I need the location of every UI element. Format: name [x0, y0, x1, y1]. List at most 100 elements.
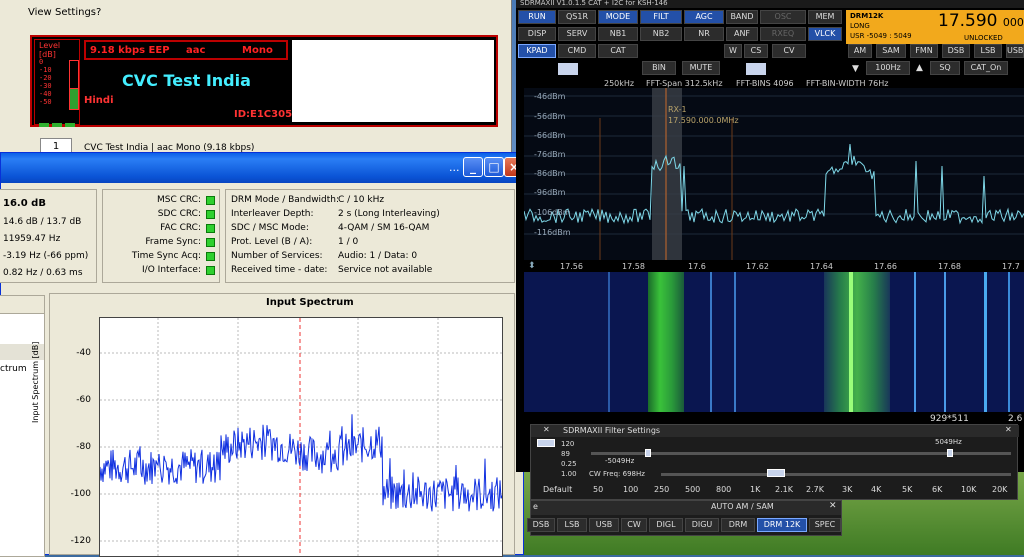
chevron-down-icon[interactable]: ▼ [852, 64, 859, 74]
bw-preset[interactable]: 800 [716, 485, 732, 494]
cs-button[interactable]: CS [744, 44, 768, 58]
nb2-button[interactable]: NB2 [640, 27, 682, 41]
serv-button[interactable]: SERV [558, 27, 596, 41]
waterfall[interactable] [524, 272, 1024, 412]
nb1-button[interactable]: NB1 [598, 27, 638, 41]
mode-fmn-button[interactable]: FMN [910, 44, 938, 58]
band-button[interactable]: BAND [726, 10, 758, 24]
run-button[interactable]: RUN [518, 10, 556, 24]
rx-passband [652, 88, 682, 260]
zoom-updown-icon[interactable]: ⬍ [528, 261, 536, 271]
cw-knob[interactable] [767, 469, 785, 477]
fac-crc-led [206, 224, 215, 233]
bw-preset[interactable]: 6K [932, 485, 943, 494]
qs1r-button[interactable]: QS1R [558, 10, 596, 24]
mode-sam-button[interactable]: SAM [876, 44, 906, 58]
step-button[interactable]: 100Hz [866, 61, 910, 75]
menu-bar: View Settings ? [0, 5, 512, 21]
db-label: -66dBm [534, 131, 566, 140]
lsb-button[interactable]: LSB [557, 518, 587, 532]
bw-preset[interactable]: 500 [685, 485, 701, 494]
param-label: DRM Mode / Bandwidth: [231, 195, 340, 205]
cat-on-button[interactable]: CAT_On [964, 61, 1008, 75]
mode-am-button[interactable]: AM [848, 44, 872, 58]
crc-label-sdc: SDC CRC: [157, 209, 201, 219]
drm-button[interactable]: DRM [721, 518, 755, 532]
bw-preset[interactable]: 2.7K [806, 485, 824, 494]
sdr-spectrum[interactable]: -46dBm -56dBm -66dBm -76dBm -86dBm -96dB… [524, 88, 1024, 260]
filter-val: 1.00 [561, 470, 577, 478]
low-cut-knob[interactable] [645, 449, 651, 457]
cat-button[interactable]: CAT [598, 44, 638, 58]
bw-preset[interactable]: 4K [871, 485, 882, 494]
menu-settings[interactable]: Settings [55, 7, 97, 18]
rxeq-button[interactable]: RXEQ [760, 27, 806, 41]
cv-button[interactable]: CV [772, 44, 806, 58]
language-label: Hindi [84, 95, 114, 106]
close-icon[interactable]: ✕ [1005, 425, 1012, 434]
more-icon[interactable]: ... [449, 161, 460, 174]
param-label: Number of Services: [231, 251, 323, 261]
bw-preset[interactable]: 10K [961, 485, 977, 494]
close-icon[interactable]: ✕ [543, 425, 550, 434]
osc-button[interactable]: OSC [760, 10, 806, 24]
minimize-button[interactable]: _ [463, 157, 483, 177]
digl-button[interactable]: DIGL [649, 518, 683, 532]
span-slider-knob[interactable] [558, 63, 578, 75]
menu-help[interactable]: ? [96, 7, 102, 18]
bw-preset[interactable]: 5K [902, 485, 913, 494]
menu-view[interactable]: View [28, 7, 52, 18]
mode-usb-button[interactable]: USB [1006, 44, 1024, 58]
usb-button[interactable]: USB [589, 518, 619, 532]
bw-preset[interactable]: 2.1K [775, 485, 793, 494]
bw-preset[interactable]: 50 [593, 485, 604, 494]
evaluation-window: ... _ □ × 16.0 dB 14.6 dB / 13.7 dB 1195… [0, 152, 524, 557]
mode-button[interactable]: MODE [598, 10, 638, 24]
sq-button[interactable]: SQ [930, 61, 960, 75]
kpad-button[interactable]: KPAD [518, 44, 556, 58]
db-label: -116dBm [534, 228, 571, 237]
param-value: 1 / 0 [338, 237, 359, 247]
dsb-button[interactable]: DSB [527, 518, 555, 532]
digu-button[interactable]: DIGU [685, 518, 719, 532]
vlck-button[interactable]: VLCK [808, 27, 842, 41]
chevron-up-icon[interactable]: ▲ [916, 63, 923, 73]
maximize-button[interactable]: □ [484, 157, 504, 177]
agc-button[interactable]: AGC [684, 10, 724, 24]
frequency-display[interactable]: 17.590 000. [938, 11, 1024, 31]
cw-freq-label: CW Freq: 698Hz [589, 470, 645, 478]
db-label: -76dBm [534, 150, 566, 159]
gain-slider-knob[interactable] [746, 63, 766, 75]
mute-button[interactable]: MUTE [682, 61, 720, 75]
mode-lsb-button[interactable]: LSB [974, 44, 1002, 58]
nr-button[interactable]: NR [684, 27, 724, 41]
bin-button[interactable]: BIN [642, 61, 676, 75]
list-item[interactable]: ctrum [0, 364, 27, 374]
sample-offset-value: 11959.47 Hz [3, 234, 61, 244]
drm12k-button[interactable]: DRM 12K [757, 518, 807, 532]
bw-preset[interactable]: 3K [842, 485, 853, 494]
db-label: -86dBm [534, 169, 566, 178]
cw-slider[interactable] [661, 473, 1011, 476]
spec-button[interactable]: SPEC [809, 518, 841, 532]
cmd-button[interactable]: CMD [558, 44, 596, 58]
disp-button[interactable]: DISP [518, 27, 556, 41]
w-button[interactable]: W [724, 44, 742, 58]
bw-preset[interactable]: 1K [750, 485, 761, 494]
mode-title-bar: e AUTO AM / SAM ✕ [531, 501, 841, 515]
filter-slider[interactable] [591, 452, 1011, 455]
mode-dsb-button[interactable]: DSB [942, 44, 970, 58]
mem-button[interactable]: MEM [808, 10, 842, 24]
filt-button[interactable]: FILT [640, 10, 682, 24]
bw-preset[interactable]: 20K [992, 485, 1008, 494]
close-icon[interactable]: ✕ [829, 501, 837, 511]
bw-preset[interactable]: 250 [654, 485, 670, 494]
fft-bins: FFT-BINS 4096 [736, 79, 794, 88]
anf-button[interactable]: ANF [726, 27, 758, 41]
bw-preset[interactable]: Default [543, 485, 573, 494]
filter-knob[interactable] [537, 439, 555, 447]
bw-preset[interactable]: 100 [623, 485, 639, 494]
cw-button[interactable]: CW [621, 518, 647, 532]
high-cut-knob[interactable] [947, 449, 953, 457]
crc-label-frame-sync: Frame Sync: [145, 237, 201, 247]
